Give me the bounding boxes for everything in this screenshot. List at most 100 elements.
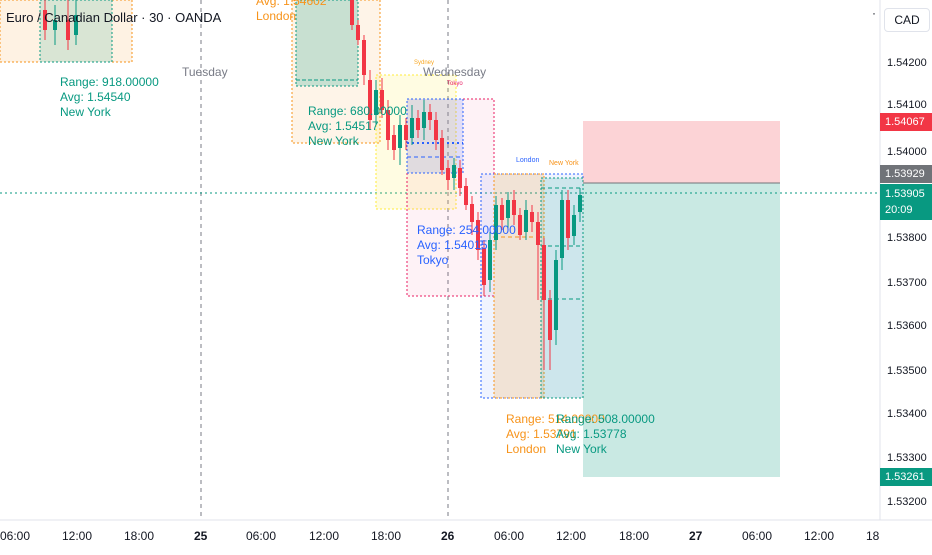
candle-body bbox=[446, 168, 450, 180]
day-label-wednesday: Wednesday bbox=[423, 65, 487, 79]
current-price-value: 1.53905 bbox=[885, 188, 925, 200]
session-label-london-3: Range: 514.00000 Avg: 1.53791 London bbox=[506, 412, 605, 457]
last-price-label: 1.53929 bbox=[880, 165, 932, 183]
session-label-newyork-1: Range: 918.00000 Avg: 1.54540 New York bbox=[60, 75, 159, 120]
x-tick: 06:00 bbox=[246, 529, 277, 543]
y-tick: 1.53600 bbox=[887, 320, 927, 332]
target-price-label: 1.54067 bbox=[880, 113, 932, 131]
candle-body bbox=[554, 260, 558, 330]
session-name: New York bbox=[308, 134, 359, 148]
candle-body bbox=[560, 200, 564, 258]
session-range: Range: 508.00000 bbox=[556, 412, 655, 426]
candle-body bbox=[362, 40, 366, 75]
candle-body bbox=[482, 248, 486, 285]
candle-body bbox=[548, 300, 552, 340]
session-name: London bbox=[506, 442, 547, 456]
y-tick: 1.53400 bbox=[887, 408, 927, 420]
candle-body bbox=[458, 168, 462, 188]
y-tick: 1.54200 bbox=[887, 57, 927, 69]
candle-body bbox=[53, 20, 57, 30]
bar-countdown: 20:09 bbox=[885, 204, 913, 216]
x-tick: 06:00 bbox=[494, 529, 525, 543]
candlestick-series bbox=[43, 0, 582, 370]
candle-body bbox=[74, 15, 78, 35]
session-name: New York bbox=[60, 105, 111, 119]
session-avg: Avg: 1.54015 bbox=[417, 238, 488, 252]
session-avg: Avg: 1.54540 bbox=[60, 90, 131, 104]
y-tick: 1.54100 bbox=[887, 99, 927, 111]
x-tick: 12:00 bbox=[309, 529, 340, 543]
candle-body bbox=[476, 220, 480, 250]
x-tick: 06:00 bbox=[0, 529, 31, 543]
x-tick: 12:00 bbox=[804, 529, 835, 543]
session-name: London bbox=[256, 9, 297, 23]
y-tick: 1.53200 bbox=[887, 496, 927, 508]
candle-body bbox=[398, 125, 402, 148]
session-range: Range: 680.00000 bbox=[308, 104, 407, 118]
session-label-tokyo: Range: 254.00000 Avg: 1.54015 Tokyo bbox=[417, 223, 516, 268]
candle-body bbox=[566, 200, 570, 238]
x-tick: 12:00 bbox=[556, 529, 587, 543]
small-label-london: London bbox=[516, 157, 540, 164]
session-name: New York bbox=[556, 442, 607, 456]
x-tick: 18:00 bbox=[371, 529, 402, 543]
candle-body bbox=[542, 245, 546, 300]
y-tick: 1.53500 bbox=[887, 365, 927, 377]
session-range: Range: 254.00000 bbox=[417, 223, 516, 237]
session-label-2: Range: 680.00000 Avg: 1.54517 New York bbox=[308, 104, 407, 149]
candle-body bbox=[428, 112, 432, 120]
x-tick: 26 bbox=[441, 529, 455, 543]
candle-body bbox=[470, 204, 474, 222]
candle-body bbox=[572, 215, 576, 236]
candle-body bbox=[512, 200, 516, 215]
candle-body bbox=[530, 212, 534, 222]
session-label-newyork-3: Range: 508.00000 Avg: 1.53778 New York bbox=[556, 412, 655, 457]
x-tick: 27 bbox=[689, 529, 703, 543]
small-label-newyork: New York bbox=[549, 160, 579, 167]
session-avg: Avg: 1.54602 bbox=[256, 0, 327, 8]
candle-body bbox=[410, 118, 414, 138]
candle-body bbox=[518, 215, 522, 235]
candle-body bbox=[374, 90, 378, 115]
candle-body bbox=[452, 165, 456, 178]
candle-body bbox=[434, 120, 438, 140]
session-avg: Avg: 1.53791 bbox=[506, 427, 577, 441]
candle-body bbox=[404, 125, 408, 140]
candle-body bbox=[392, 135, 396, 150]
session-box-london-2 bbox=[480, 173, 584, 399]
session-name: Tokyo bbox=[417, 253, 449, 267]
candle-body bbox=[380, 90, 384, 110]
day-label-tuesday: Tuesday bbox=[182, 65, 228, 79]
stop-price-label: 1.53261 bbox=[880, 468, 932, 486]
candle-body bbox=[506, 200, 510, 218]
x-tick: 18:00 bbox=[124, 529, 155, 543]
small-label-sydney: Sydney bbox=[414, 60, 435, 66]
candle-body bbox=[500, 205, 504, 220]
long-position-tool[interactable] bbox=[583, 121, 780, 477]
candle-body bbox=[578, 195, 582, 212]
x-tick: 06:00 bbox=[742, 529, 773, 543]
candle-body bbox=[524, 210, 528, 232]
session-avg: Avg: 1.53778 bbox=[556, 427, 627, 441]
candle-body bbox=[350, 0, 354, 25]
x-tick: 25 bbox=[194, 529, 208, 543]
y-tick: 1.53800 bbox=[887, 232, 927, 244]
symbol-title[interactable]: Euro / Canadian Dollar · 30 · OANDA bbox=[6, 10, 222, 25]
session-label-london-1: Avg: 1.54602 London bbox=[256, 0, 327, 24]
y-tick: 1.53700 bbox=[887, 277, 927, 289]
currency-button[interactable]: CAD bbox=[884, 8, 930, 32]
y-tick: 1.53300 bbox=[887, 452, 927, 464]
candle-body bbox=[536, 222, 540, 245]
candle-body bbox=[488, 240, 492, 280]
small-label-tokyo: Tokyo bbox=[447, 81, 463, 87]
candle-body bbox=[494, 205, 498, 240]
x-tick: 18:00 bbox=[619, 529, 650, 543]
x-tick: 12:00 bbox=[62, 529, 93, 543]
more-dot-icon[interactable]: · bbox=[872, 6, 876, 20]
candle-body bbox=[422, 112, 426, 128]
candle-body bbox=[356, 25, 360, 40]
y-tick: 1.54000 bbox=[887, 146, 927, 158]
candle-body bbox=[440, 138, 444, 170]
